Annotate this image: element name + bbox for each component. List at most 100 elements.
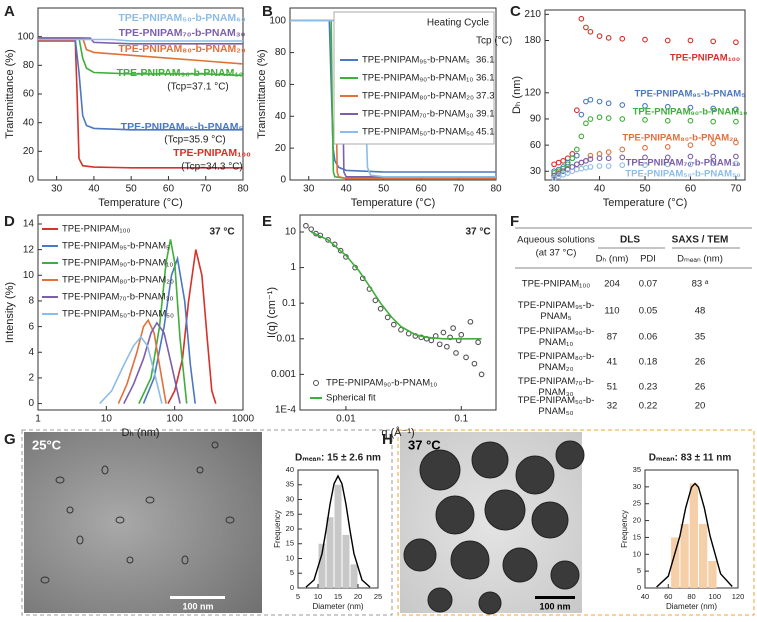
scale-bar xyxy=(535,596,575,599)
data-point xyxy=(733,153,739,160)
data-point xyxy=(642,162,648,169)
data-point xyxy=(573,152,580,159)
y-tick-label: 180 xyxy=(524,35,541,46)
data-point xyxy=(664,144,671,150)
x-tick-label: 5 xyxy=(296,592,300,601)
legend-marker xyxy=(313,380,319,386)
table-header: Aqueous solutions xyxy=(517,235,595,246)
panel-label: G xyxy=(4,431,16,448)
x-tick-label: 30 xyxy=(303,184,315,195)
y-tick-label: 35 xyxy=(633,465,641,474)
y-tick-label: 6 xyxy=(28,321,34,332)
data-line xyxy=(167,249,217,404)
data-point xyxy=(471,360,478,367)
legend-label: TPE-PNIPAM₈₀-b-PNAM₂₀ xyxy=(362,91,474,102)
data-point xyxy=(587,96,594,103)
x-tick-label: 60 xyxy=(685,184,697,195)
panel-border xyxy=(21,429,393,616)
y-tick-label: 80 xyxy=(275,47,287,58)
scale-bar xyxy=(170,596,225,599)
data-point xyxy=(596,33,603,40)
data-point xyxy=(687,37,694,44)
panel-label: B xyxy=(262,3,273,20)
x-tick-label: 60 xyxy=(416,184,428,195)
data-point xyxy=(444,343,450,350)
x-tick-label: 20 xyxy=(354,592,362,601)
y-tick-label: 1E-4 xyxy=(275,405,297,416)
data-point xyxy=(564,161,571,168)
table-cell: TPE-PNIPAM₉₀-b- xyxy=(518,326,595,337)
table-cell: 41 xyxy=(607,357,618,368)
x-tick-label: 70 xyxy=(730,184,742,195)
data-point xyxy=(587,152,594,159)
data-point xyxy=(551,161,557,168)
table-cell: 26 xyxy=(695,357,706,368)
table-cell: PNAM₃₀ xyxy=(538,387,573,398)
series-label: TPE-PNIPAM₉₅-b-PNAM₅ xyxy=(635,89,746,100)
y-tick-label: 60 xyxy=(530,140,542,151)
table-cell: PNAM₅₀ xyxy=(538,406,573,417)
y-tick-label: 5 xyxy=(290,568,294,577)
x-tick-label: 120 xyxy=(732,592,745,601)
data-point xyxy=(605,163,612,169)
data-point xyxy=(303,222,309,229)
y-tick-label: 100 xyxy=(17,31,34,42)
y-tick-label: 30 xyxy=(286,494,294,503)
data-line xyxy=(38,38,243,42)
hist-bar xyxy=(350,564,358,588)
x-axis-label: Diameter (nm) xyxy=(312,602,363,611)
panel-label: D xyxy=(4,213,15,230)
data-point xyxy=(733,160,739,167)
y-tick-label: 4 xyxy=(28,347,34,358)
data-line xyxy=(38,38,243,131)
image-label: 37 °C xyxy=(408,437,441,452)
data-point xyxy=(664,37,671,44)
data-point xyxy=(605,35,612,41)
data-point xyxy=(687,161,694,168)
legend-value: 45.1 xyxy=(476,127,495,138)
y-tick-label: 2 xyxy=(28,373,34,384)
x-tick-label: 50 xyxy=(378,184,390,195)
y-axis-label: I(q) (cm⁻¹) xyxy=(266,287,278,338)
y-tick-label: 30 xyxy=(633,482,641,491)
data-point xyxy=(578,165,585,172)
y-tick-label: 60 xyxy=(23,89,35,100)
table-cell: 204 xyxy=(604,279,620,290)
data-point xyxy=(733,118,739,125)
data-line xyxy=(290,19,496,173)
scale-bar-label: 100 nm xyxy=(182,601,213,611)
x-tick-label: 80 xyxy=(490,184,502,195)
x-tick-label: 50 xyxy=(126,184,138,195)
plot-frame xyxy=(289,7,497,181)
table-cell: 0.23 xyxy=(639,382,658,393)
data-point xyxy=(733,106,739,113)
data-point xyxy=(436,341,443,348)
annotation: 37 °C xyxy=(465,227,490,238)
legend-label: TPE-PNIPAM₇₀-b-PNAM₃₀ xyxy=(362,109,473,120)
data-point xyxy=(664,161,671,168)
data-point xyxy=(560,157,567,164)
legend-value: 36.1 xyxy=(476,73,495,84)
legend-label: TPE-PNIPAM₈₀-b-PNAM₂₀ xyxy=(62,275,174,286)
x-tick-label: 100 xyxy=(708,592,721,601)
y-tick-label: 15 xyxy=(633,532,641,541)
legend-value: 36.1 xyxy=(476,55,495,66)
series-label: TPE-PNIPAM₈₀-b-PNAM₂₀ xyxy=(118,43,246,55)
panel-label: E xyxy=(262,213,272,230)
series-label: TPE-PNIPAM₁₀₀ xyxy=(670,53,740,64)
data-point xyxy=(583,98,589,105)
y-tick-label: 10 xyxy=(285,227,297,238)
series-label: TPE-PNIPAM₈₀-b-PNAM₂₀ xyxy=(622,133,737,144)
legend-title: Heating Cycle xyxy=(427,18,490,29)
data-point xyxy=(605,115,612,121)
y-tick-label: 100 xyxy=(269,15,286,26)
data-point xyxy=(463,354,469,361)
x-tick-label: 10 xyxy=(101,414,113,425)
particles xyxy=(403,440,585,615)
y-axis-label: Intensity (%) xyxy=(4,282,16,343)
y-tick-label: 80 xyxy=(23,60,35,71)
data-point xyxy=(583,164,589,171)
y-axis-label: Dₕ (nm) xyxy=(511,76,523,114)
table-cell: TPE-PNIPAM₇₀-b- xyxy=(518,376,594,387)
